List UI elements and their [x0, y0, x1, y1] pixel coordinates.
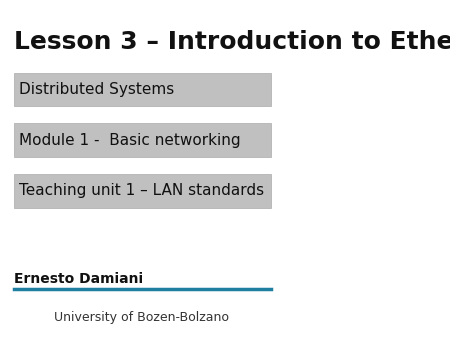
- Text: Lesson 3 – Introduction to Ethernet: Lesson 3 – Introduction to Ethernet: [14, 30, 450, 54]
- Text: Distributed Systems: Distributed Systems: [19, 82, 175, 97]
- FancyBboxPatch shape: [14, 73, 271, 106]
- FancyBboxPatch shape: [14, 174, 271, 208]
- Text: Teaching unit 1 – LAN standards: Teaching unit 1 – LAN standards: [19, 184, 264, 198]
- FancyBboxPatch shape: [14, 123, 271, 157]
- Text: Module 1 -  Basic networking: Module 1 - Basic networking: [19, 133, 241, 148]
- Text: University of Bozen-Bolzano: University of Bozen-Bolzano: [54, 311, 229, 324]
- Text: Ernesto Damiani: Ernesto Damiani: [14, 272, 143, 286]
